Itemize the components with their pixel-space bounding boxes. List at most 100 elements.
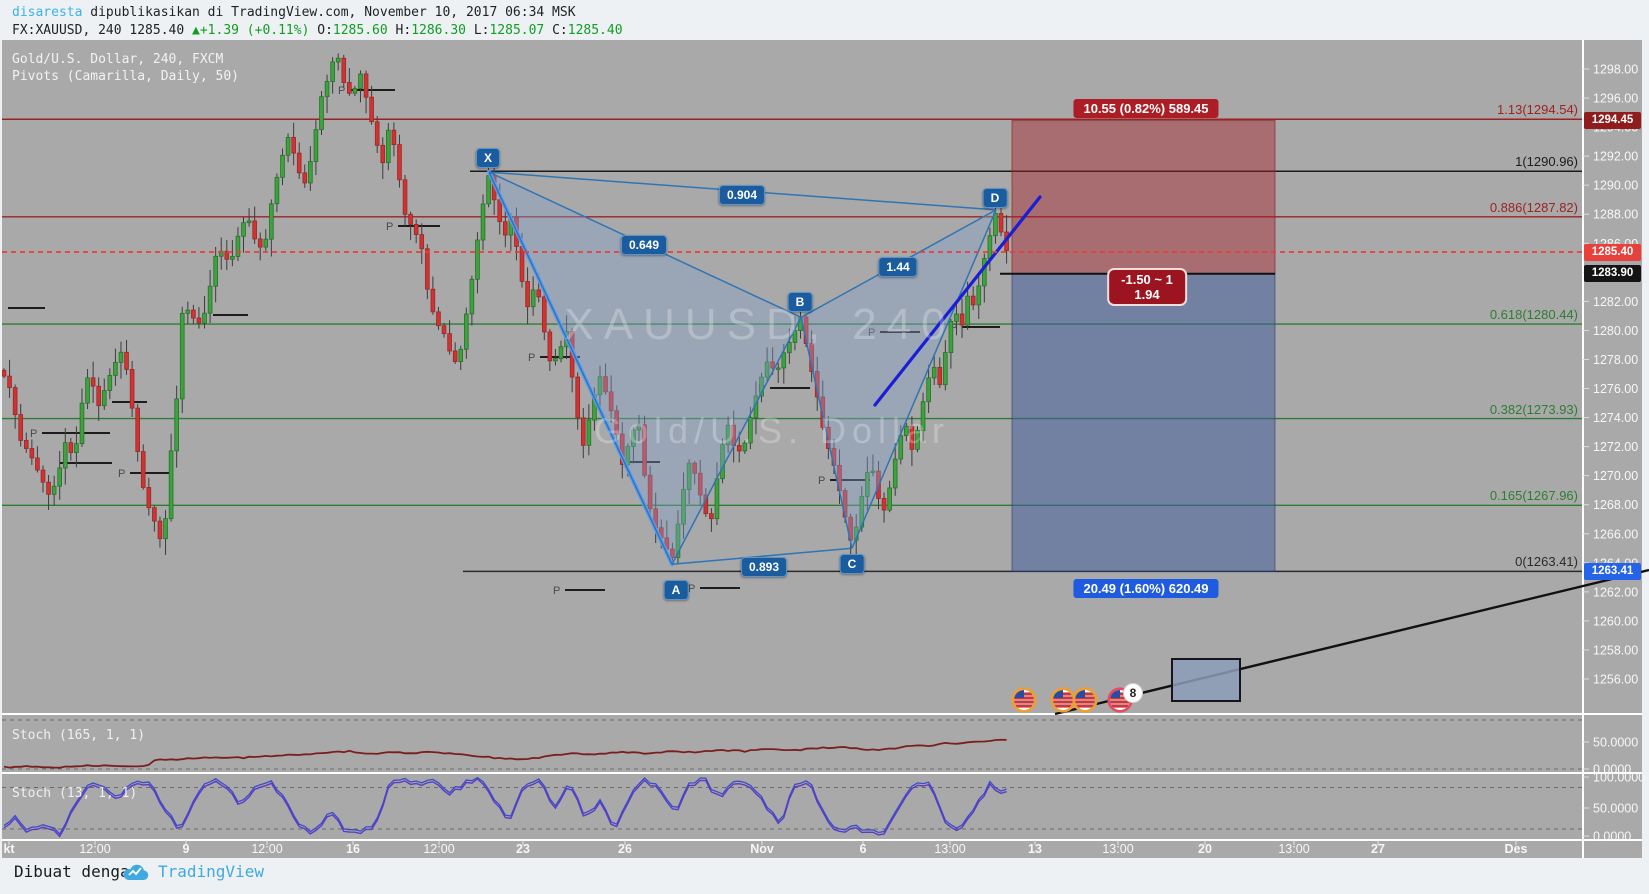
time-tick-label: 27 [1371,842,1385,856]
candle-body [714,478,720,520]
open-label: O: [317,23,333,38]
candle-body [575,376,581,419]
candle-body [987,235,993,259]
tradingview-logo-icon[interactable] [122,863,152,883]
stoch1-line [3,738,1007,769]
price-axis-badge: 1263.41 [1584,562,1641,580]
candle-body [530,289,536,308]
candle-body [196,317,202,324]
us-flag-icon [1011,687,1037,713]
candle-body [464,313,469,350]
candle-body [174,398,179,452]
position-tool [1000,120,1276,572]
candle-body [787,342,792,354]
candle-body [614,410,619,435]
candle-body [51,485,57,495]
publish-header: disaresta dipublikasikan di TradingView.… [12,5,576,20]
candle-body [358,73,363,89]
candle-body [319,96,324,131]
tradingview-link[interactable]: TradingView [158,862,264,881]
candle-body [631,429,636,447]
candle-body [85,377,90,404]
candle-body [241,222,246,237]
candle-body [391,129,397,146]
candle-body [959,313,965,326]
candle-body [452,350,458,363]
target-badge: 10.55 (0.82%) 589.45 [1073,99,1219,118]
candle-body [79,402,85,445]
pivot-level-label: 0(1263.41) [1515,554,1578,570]
pattern-line [851,209,997,549]
time-axis: kt 12:00 9 12:00 16 12:00 23 26 Nov 6 13:00 13 13:00… [3,840,1528,856]
candle-body [881,498,887,511]
candle-body [324,81,330,98]
price-tick-label: 1274.00 [1593,411,1638,425]
candle-body [380,144,386,164]
candle-body [681,489,686,525]
price-tick-label: 1282.00 [1593,295,1638,309]
pivot-level-label: 0.886(1287.82) [1489,199,1578,215]
candle-body [742,442,748,452]
ticker-line: FX:XAUUSD, 240 1285.40 ▲+1.39 (+0.11%) O… [12,23,623,38]
candle-body [993,213,998,237]
candle-body [870,470,876,473]
candle-body [931,366,937,379]
footer-text: Dibuat dengan [14,862,140,881]
candle-body [670,548,675,558]
candle-body [909,425,915,450]
candle-body [419,234,425,250]
candle-body [7,375,12,389]
candle-body [179,312,185,400]
high-value: 1286.30 [411,23,466,38]
candle-body [943,352,948,386]
pivot-p-mark: P [118,468,125,480]
candle-body [553,358,558,362]
candle-body [374,121,380,146]
candle-body [129,369,135,409]
publish-info: dipublikasikan di TradingView.com, Novem… [82,5,576,20]
pattern-point-label-X: X [475,148,501,168]
author-link[interactable]: disaresta [12,5,83,20]
candle-body [140,451,146,488]
ticker-symbol: FX:XAUUSD, 240 1285.40 [12,23,185,38]
candle-body [636,424,642,431]
pattern-point-label-A: A [663,580,689,600]
price-tick-label: 1262.00 [1593,585,1638,599]
price-tick-label: 1256.00 [1593,673,1638,687]
candle-body [74,443,79,453]
time-tick-label: 26 [618,842,632,856]
pattern-line [488,171,673,565]
stoch2-d-line [3,778,1007,838]
pivot-lines [2,118,1583,573]
candle-body [68,442,74,453]
candle-body [213,255,218,287]
candle-body [163,518,168,540]
time-tick-label: kt [3,842,15,856]
candle-body [29,448,35,459]
price-tick-label: 1266.00 [1593,527,1638,541]
close-value: 1285.40 [567,23,623,38]
candle-body [965,295,970,326]
candle-body [781,352,787,369]
candle-body [369,96,374,123]
candle-body [748,417,753,444]
candle-body [892,458,898,489]
candle-body [480,203,486,241]
candle-body [23,439,29,449]
blue-trendline [873,195,1042,407]
chart-background [2,40,1642,858]
price-axis-badge: 1294.45 [1584,112,1641,130]
candle-body [586,419,592,446]
candle-body [954,313,959,322]
pivot-p-mark: P [338,85,345,97]
candle-body [124,351,129,370]
stoch2-pane-label: Stoch (13, 1, 1) [12,786,138,801]
candle-body [113,361,118,376]
candle-body [736,445,742,452]
candle-body [709,513,714,520]
time-tick-label: 9 [183,842,190,856]
candle-body [502,221,508,236]
time-tick-label: 12:00 [79,842,110,856]
candle-body [898,435,904,460]
